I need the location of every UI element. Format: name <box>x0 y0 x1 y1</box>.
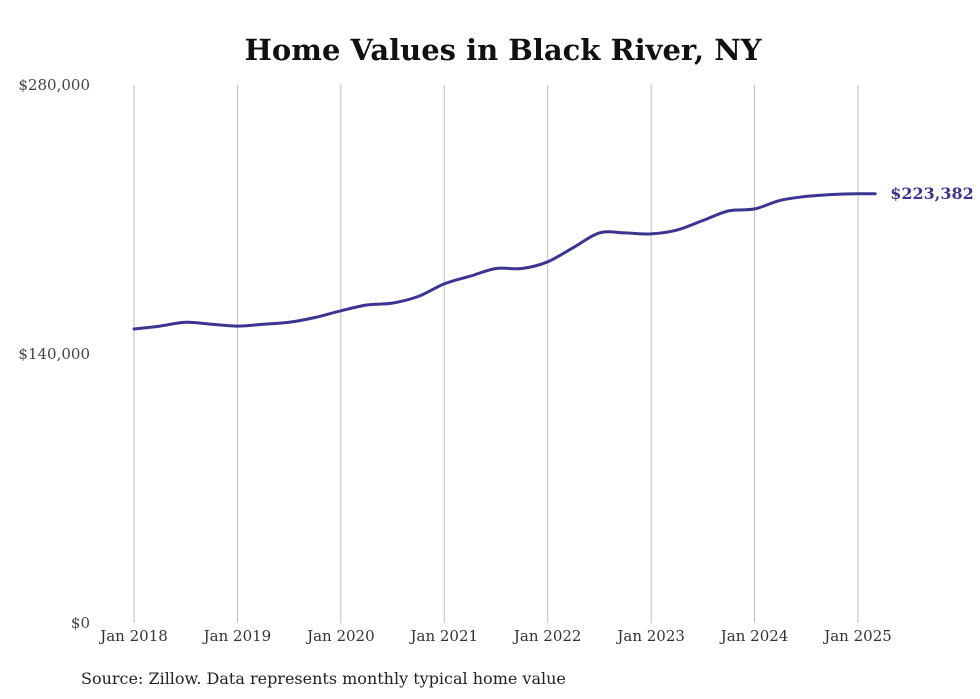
x-tick-label: Jan 2021 <box>409 627 479 645</box>
y-tick-label: $280,000 <box>18 76 90 94</box>
x-tick-label: Jan 2018 <box>98 627 168 645</box>
y-tick-label: $140,000 <box>18 345 90 363</box>
last-value-label: $223,382 <box>890 184 974 203</box>
y-axis-ticks: $0 $140,000 $280,000 <box>18 76 90 632</box>
chart-title: Home Values in Black River, NY <box>245 33 762 67</box>
x-axis-ticks: Jan 2018 Jan 2019 Jan 2020 Jan 2021 Jan 2022… <box>98 627 892 645</box>
x-tick-label: Jan 2019 <box>202 627 272 645</box>
series-line-home-value <box>132 192 877 331</box>
x-tick-label: Jan 2022 <box>512 627 582 645</box>
source-note: Source: Zillow. Data represents monthly … <box>81 669 566 688</box>
x-tick-label: Jan 2025 <box>822 627 892 645</box>
grid-lines <box>133 85 859 623</box>
x-tick-label: Jan 2023 <box>615 627 685 645</box>
x-tick-label: Jan 2024 <box>719 627 789 645</box>
x-tick-label: Jan 2020 <box>305 627 375 645</box>
y-tick-label: $0 <box>71 614 90 632</box>
